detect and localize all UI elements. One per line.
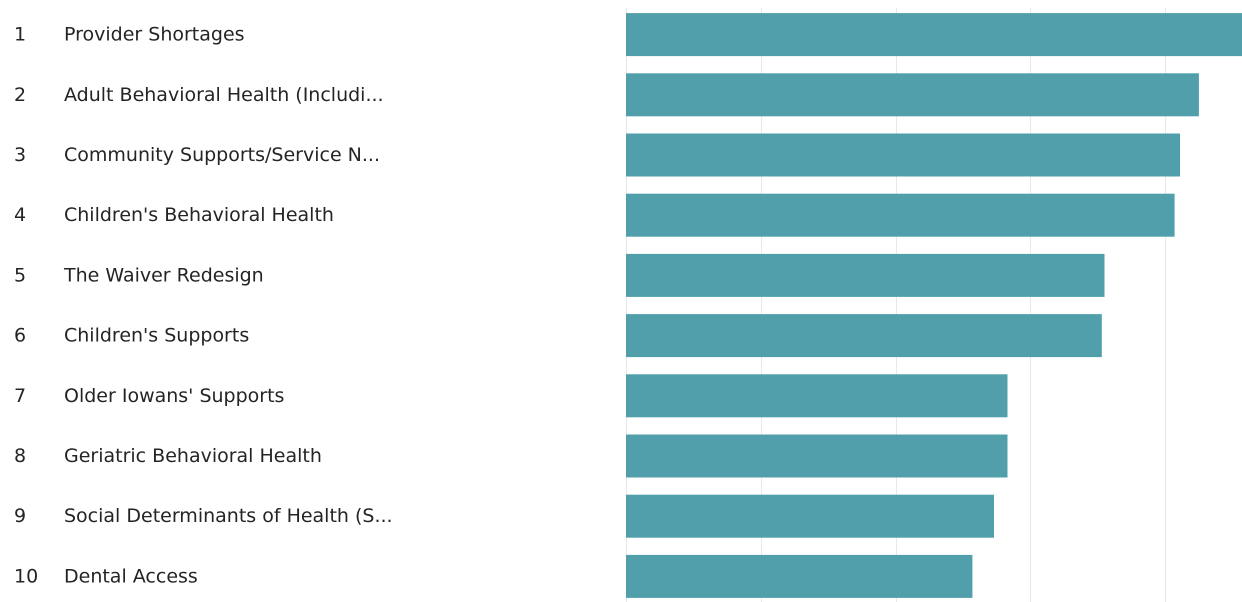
category-labels: Provider Shortages Adult Behavioral Healt… xyxy=(63,24,393,588)
bar-3[interactable] xyxy=(626,133,1180,177)
rank-label-6: 6 xyxy=(14,325,26,347)
category-label-4: Children's Behavioral Health xyxy=(64,204,334,226)
rank-labels: 1 2 3 4 5 6 7 8 9 10 xyxy=(14,24,38,588)
category-label-1: Provider Shortages xyxy=(64,24,245,46)
category-label-6: Children's Supports xyxy=(64,325,249,347)
category-label-3: Community Supports/Service N... xyxy=(64,144,380,166)
bar-8[interactable] xyxy=(626,434,1008,478)
rank-label-10: 10 xyxy=(14,565,38,587)
rank-label-7: 7 xyxy=(14,385,26,407)
rank-label-5: 5 xyxy=(14,264,26,286)
bar-6[interactable] xyxy=(626,314,1102,358)
category-label-7: Older Iowans' Supports xyxy=(64,385,284,407)
category-label-8: Geriatric Behavioral Health xyxy=(64,445,322,467)
category-label-5: The Waiver Redesign xyxy=(63,264,264,286)
bar-5[interactable] xyxy=(626,253,1105,297)
bar-9[interactable] xyxy=(626,494,994,538)
rank-label-1: 1 xyxy=(14,24,26,46)
rank-label-9: 9 xyxy=(14,505,26,527)
category-label-9: Social Determinants of Health (S... xyxy=(64,505,393,527)
category-label-2: Adult Behavioral Health (Includi... xyxy=(64,84,384,106)
rank-label-2: 2 xyxy=(14,84,26,106)
bar-4[interactable] xyxy=(626,193,1175,237)
bars xyxy=(626,13,1242,598)
bar-7[interactable] xyxy=(626,374,1008,418)
bar-10[interactable] xyxy=(626,554,973,598)
bar-2[interactable] xyxy=(626,73,1199,117)
rank-label-8: 8 xyxy=(14,445,26,467)
bar-1[interactable] xyxy=(626,13,1242,57)
rank-label-3: 3 xyxy=(14,144,26,166)
category-label-10: Dental Access xyxy=(64,565,198,587)
rank-label-4: 4 xyxy=(14,204,26,226)
